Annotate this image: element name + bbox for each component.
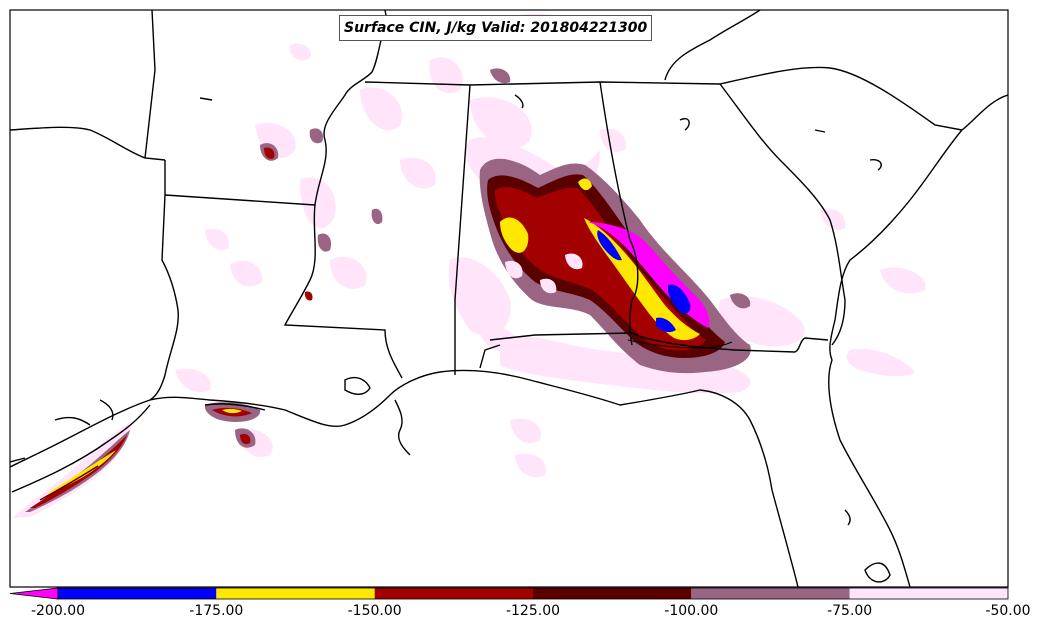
colorbar-frame bbox=[57, 587, 1009, 600]
colorbar-bin bbox=[58, 588, 217, 599]
map-title: Surface CIN, J/kg Valid: 201804221300 bbox=[339, 15, 653, 41]
colorbar-tick-label: -150.00 bbox=[347, 603, 402, 619]
colorbar bbox=[9, 587, 1009, 600]
colorbar-bin bbox=[849, 588, 1008, 599]
colorbar-tick-label: -100.00 bbox=[664, 603, 719, 619]
colorbar-tick-label: -175.00 bbox=[189, 603, 244, 619]
colorbar-bin bbox=[533, 588, 692, 599]
geographic-boundaries bbox=[10, 10, 1008, 587]
colorbar-bin bbox=[374, 588, 533, 599]
map-frame bbox=[9, 9, 1009, 588]
colorbar-bin bbox=[216, 588, 375, 599]
cin-coastal-patches bbox=[204, 19, 751, 448]
colorbar-tick-label: -75.00 bbox=[827, 603, 873, 619]
colorbar-bin bbox=[691, 588, 850, 599]
colorbar-tick-label: -50.00 bbox=[985, 603, 1031, 619]
colorbar-underflow-triangle bbox=[9, 587, 59, 600]
colorbar-tick-label: -200.00 bbox=[30, 603, 86, 619]
cin-main-feature bbox=[479, 158, 751, 374]
colorbar-tick-label: -125.00 bbox=[505, 603, 561, 619]
